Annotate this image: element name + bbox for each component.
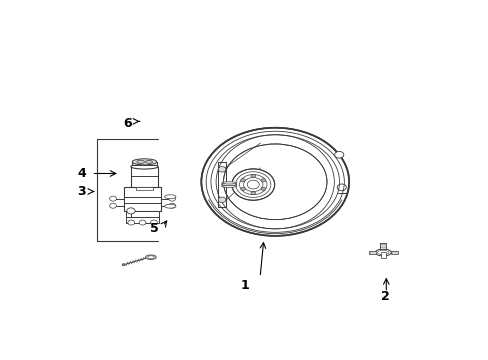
Text: 3: 3 — [78, 185, 86, 198]
Bar — [368, 251, 375, 255]
Ellipse shape — [137, 160, 144, 163]
Circle shape — [139, 220, 146, 225]
Circle shape — [261, 179, 265, 182]
Bar — [380, 243, 386, 249]
Ellipse shape — [145, 160, 152, 163]
Circle shape — [168, 203, 175, 208]
Circle shape — [250, 192, 255, 195]
Circle shape — [201, 128, 348, 236]
Ellipse shape — [164, 195, 176, 199]
Circle shape — [122, 264, 125, 266]
Text: 6: 6 — [123, 117, 131, 130]
Bar — [126, 211, 159, 222]
Bar — [124, 187, 161, 211]
Circle shape — [334, 152, 343, 158]
Text: 2: 2 — [380, 290, 389, 303]
Circle shape — [109, 196, 116, 201]
Circle shape — [126, 208, 135, 214]
Circle shape — [250, 174, 255, 177]
Text: 1: 1 — [240, 279, 249, 292]
Circle shape — [231, 169, 274, 200]
Bar — [390, 251, 397, 255]
Circle shape — [261, 187, 265, 190]
Bar — [131, 167, 158, 187]
Ellipse shape — [374, 249, 390, 256]
Circle shape — [218, 197, 225, 203]
Circle shape — [240, 179, 245, 182]
Text: 5: 5 — [149, 222, 158, 235]
Circle shape — [127, 220, 134, 225]
Ellipse shape — [164, 204, 176, 208]
Ellipse shape — [221, 184, 236, 186]
Bar — [380, 252, 385, 258]
Ellipse shape — [221, 182, 236, 184]
Circle shape — [223, 144, 326, 220]
Ellipse shape — [145, 255, 156, 260]
Text: 4: 4 — [78, 167, 86, 180]
Bar — [136, 187, 152, 190]
Circle shape — [218, 167, 225, 172]
Bar — [132, 162, 157, 165]
Circle shape — [240, 187, 245, 190]
Circle shape — [109, 203, 116, 208]
Circle shape — [168, 196, 175, 201]
Ellipse shape — [132, 159, 157, 165]
Ellipse shape — [221, 185, 236, 187]
Ellipse shape — [131, 164, 158, 169]
Circle shape — [150, 220, 157, 225]
